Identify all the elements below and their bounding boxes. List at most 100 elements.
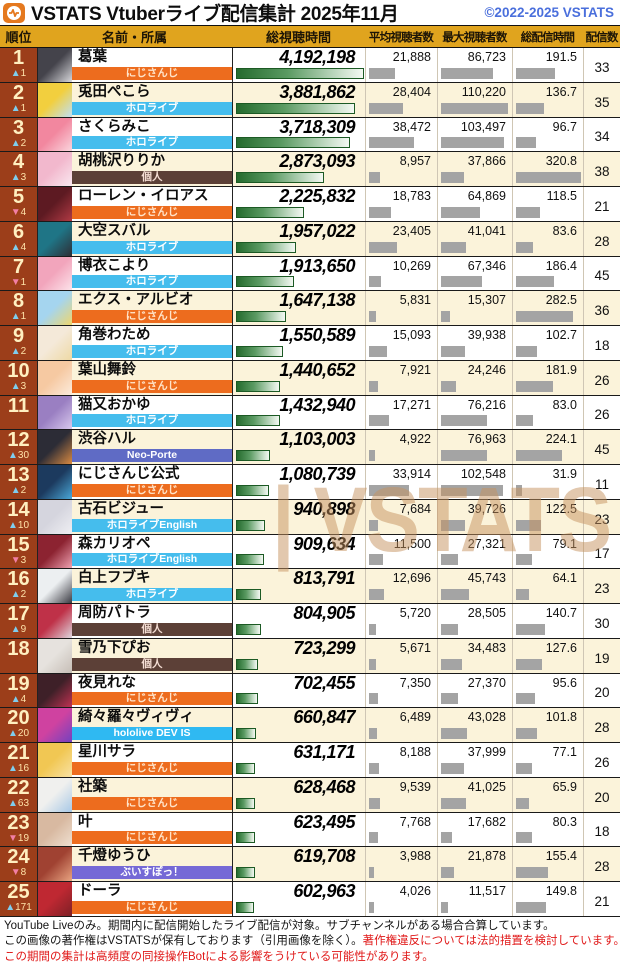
rank-change-arrow-icon: ▲ [10,693,21,705]
table-row: 10 ▲3 葉山舞鈴 にじさんじ 1,440,652 7,921 24,246 … [0,360,620,396]
name-cell: さくらみこ ホロライブ [72,118,232,152]
avatar-cell [37,812,72,847]
max-viewers-value: 37,999 [467,745,506,759]
name-cell: 猫又おかゆ ホロライブ [72,396,232,430]
affiliation-badge: にじさんじ [72,205,232,219]
affiliation-badge: ホロライブ [72,136,232,150]
total-watch-cell: 702,455 [232,673,365,708]
rank-cell: 18 [0,638,37,673]
total-hours-value: 64.1 [552,571,577,586]
rank-change-amount: 4 [20,693,27,705]
affiliation-badge: にじさんじ [72,761,232,775]
rank-change-amount: 8 [20,867,27,879]
rank-number: 9 [12,326,25,347]
max-viewers-cell: 110,220 [437,82,512,117]
name-cell: 博衣こより ホロライブ [72,257,232,291]
avg-viewers-cell: 7,684 [365,499,437,534]
affiliation-badge: 個人 [72,622,232,636]
total-hours-value: 65.9 [552,779,577,794]
rank-change-amount: 63 [17,797,30,809]
total-watch-value: 1,550,589 [279,326,355,345]
col-header-total-hours: 総配信時間 [520,31,575,44]
affiliation-badge: にじさんじ [72,900,232,914]
rank-change-amount: 3 [20,172,27,184]
max-viewers-value: 39,726 [467,501,506,516]
streamer-name: 胡桃沢りりか [78,153,165,170]
affiliation-badge: ホロライブEnglish [72,553,232,567]
max-viewers-cell: 64,869 [437,187,512,221]
avatar-cell [37,847,72,881]
name-cell: 白上フブキ ホロライブ [72,569,232,603]
avg-viewers-cell: 9,539 [365,777,437,812]
rank-cell: 10 ▲3 [0,360,37,395]
col-header-avg-viewers: 平均視聴者数 [368,31,434,44]
max-viewers-bar [441,554,458,566]
rank-cell: 2 ▲1 [0,82,37,117]
name-cell: 星川サラ にじさんじ [72,743,232,777]
affiliation-badge: にじさんじ [72,379,232,393]
streamer-name: 兎田ぺこら [78,83,151,100]
total-watch-bar [236,867,255,878]
streamer-name: 雪乃下ぴお [78,639,151,656]
max-viewers-value: 103,497 [460,119,506,134]
avg-viewers-value: 4,026 [399,884,431,898]
max-viewers-bar [441,484,503,496]
avatar-cell [37,152,72,186]
avatar [38,430,72,464]
total-watch-value: 1,440,652 [279,360,355,380]
col-header-total-watch: 総視聴時間 [265,30,331,45]
name-cell: 大空スバル ホロライブ [72,222,232,256]
total-watch-value: 1,080,739 [279,465,355,484]
total-hours-cell: 140.7 [512,604,583,638]
name-cell: 千燈ゆうひ ぶいすぽっ！ [72,847,232,881]
total-watch-bar [236,311,287,322]
avatar-cell [37,673,72,708]
rank-cell: 9 ▲2 [0,326,37,360]
avatar-cell [37,743,72,777]
avatar [38,117,72,152]
streamer-name: さくらみこ [78,118,151,135]
rank-cell: 22 ▲63 [0,777,37,812]
total-watch-bar [236,554,264,566]
rank-number: 17 [7,604,30,625]
total-watch-bar [236,345,284,357]
rank-change-amount: 1 [20,102,27,114]
total-hours-cell: 282.5 [512,291,583,325]
rank-change-arrow-icon: ▼ [10,276,21,288]
streamer-name: 白上フブキ [78,570,151,587]
max-viewers-bar [441,276,482,288]
avatar-cell [37,395,72,430]
copyright-text: ©2022-2025 VSTATS [484,5,614,20]
table-row: 13 ▲2 にじさんじ公式 にじさんじ 1,080,739 33,914 102… [0,465,620,500]
max-viewers-cell: 21,878 [437,847,512,881]
total-hours-value: 140.7 [545,606,577,620]
rank-change: ▼3 [10,554,26,566]
total-watch-bar [236,623,261,635]
avatar-cell [37,534,72,569]
streamer-name: 葉山舞鈴 [78,361,136,378]
streams-count-cell: 21 [583,187,620,221]
total-watch-value: 619,708 [293,847,355,867]
avatar-cell [37,256,72,291]
avg-viewers-value: 6,489 [399,710,431,725]
total-watch-cell: 1,550,589 [232,326,365,360]
total-hours-value: 122.5 [545,501,577,516]
avg-viewers-bar [369,901,374,913]
avatar-cell [37,499,72,534]
streams-count-cell: 26 [583,743,620,777]
avg-viewers-value: 8,957 [399,154,431,169]
max-viewers-bar [441,762,464,774]
rank-number: 18 [7,638,30,660]
rank-change-arrow-icon: ▼ [10,554,21,566]
total-watch-cell: 602,963 [232,882,365,916]
rank-change: ▲2 [11,347,26,357]
total-watch-cell: 1,432,940 [232,395,365,430]
rank-change-arrow-icon: ▲ [7,728,18,740]
avg-viewers-value: 33,914 [392,467,431,481]
avg-viewers-value: 7,768 [399,814,431,829]
col-header-name: 名前・所属 [101,30,167,45]
affiliation-badge: ホロライブ [72,588,232,601]
rank-change-arrow-icon: ▲ [10,589,21,601]
rank-change-arrow-icon: ▲ [7,763,18,774]
streams-count-cell: 45 [583,430,620,464]
